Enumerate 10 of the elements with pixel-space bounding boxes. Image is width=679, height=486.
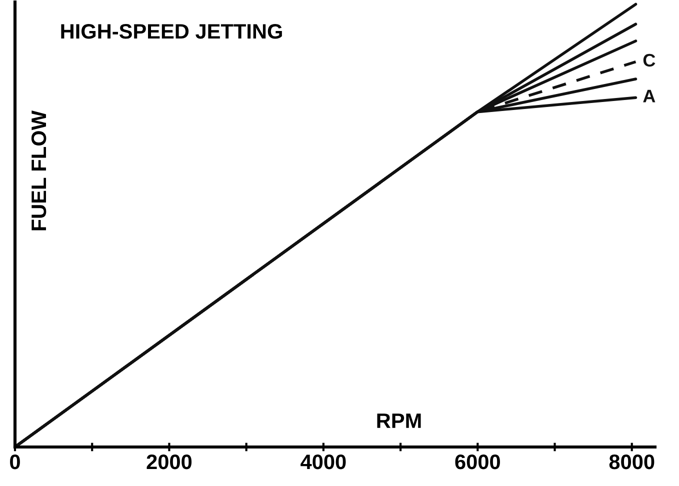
y-axis-title: FUEL FLOW [31, 110, 46, 230]
series-label: A [643, 90, 656, 102]
x-tick-label: 4000 [300, 454, 346, 470]
x-tick-label: 6000 [455, 454, 500, 470]
series-label: C [643, 54, 656, 67]
x-tick-label: 8000 [609, 454, 654, 470]
x-axis-title: RPM [377, 414, 421, 428]
text: HIGH-SPEED JETTING [61, 24, 282, 39]
x-tick-label: 2000 [146, 454, 192, 470]
x-tick-label: 0 [10, 454, 20, 470]
